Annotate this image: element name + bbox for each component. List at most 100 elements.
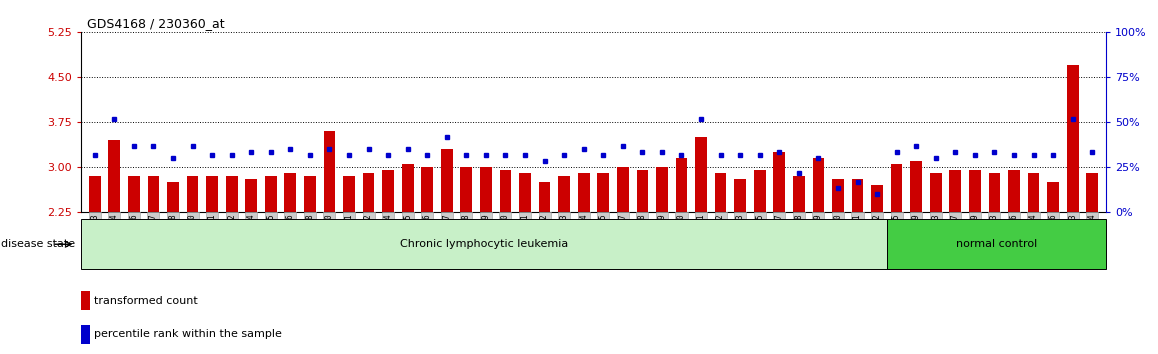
Bar <box>950 170 961 212</box>
Bar <box>989 173 1001 212</box>
Bar <box>1086 173 1098 212</box>
Bar <box>538 182 550 212</box>
Text: GSM559449: GSM559449 <box>970 213 980 255</box>
Bar <box>186 176 198 212</box>
Text: GSM559473: GSM559473 <box>735 213 745 255</box>
Bar <box>617 167 629 212</box>
Bar <box>362 173 374 212</box>
Bar <box>695 137 706 212</box>
Bar <box>637 170 648 212</box>
Text: GSM559443: GSM559443 <box>931 213 940 255</box>
Bar <box>129 176 140 212</box>
Text: GSM559453: GSM559453 <box>990 213 999 255</box>
Text: GSM559455: GSM559455 <box>403 213 412 255</box>
Bar <box>206 176 218 212</box>
Bar <box>734 179 746 212</box>
Bar <box>265 176 277 212</box>
Bar <box>969 170 981 212</box>
Text: GDS4168 / 230360_at: GDS4168 / 230360_at <box>87 17 225 30</box>
Text: percentile rank within the sample: percentile rank within the sample <box>94 329 283 339</box>
Text: GSM559475: GSM559475 <box>755 213 764 255</box>
Bar <box>1047 182 1058 212</box>
Bar <box>930 173 941 212</box>
Bar <box>167 182 178 212</box>
Bar <box>481 167 492 212</box>
Text: GSM559454: GSM559454 <box>383 213 393 255</box>
Text: GSM559480: GSM559480 <box>834 213 843 255</box>
Bar <box>714 173 726 212</box>
Bar <box>774 152 785 212</box>
Bar <box>81 325 90 344</box>
Text: GSM559444: GSM559444 <box>247 213 256 255</box>
Text: GSM559445: GSM559445 <box>266 213 276 255</box>
Bar <box>1009 170 1020 212</box>
Bar <box>402 164 413 212</box>
Text: GSM559456: GSM559456 <box>423 213 432 255</box>
Bar <box>891 164 902 212</box>
Bar <box>578 173 589 212</box>
Bar <box>675 158 688 212</box>
Text: GSM559459: GSM559459 <box>482 213 490 255</box>
Bar <box>813 158 824 212</box>
Bar <box>833 179 844 212</box>
Text: GSM559462: GSM559462 <box>540 213 549 255</box>
Bar <box>887 219 1106 269</box>
Text: GSM559465: GSM559465 <box>599 213 608 255</box>
Text: GSM559460: GSM559460 <box>501 213 510 255</box>
Text: GSM559457: GSM559457 <box>442 213 452 255</box>
Text: GSM559461: GSM559461 <box>521 213 529 255</box>
Text: GSM559436: GSM559436 <box>130 213 138 255</box>
Bar <box>461 167 472 212</box>
Text: GSM559468: GSM559468 <box>638 213 647 255</box>
Text: GSM559437: GSM559437 <box>149 213 157 255</box>
Bar <box>343 176 354 212</box>
Bar <box>323 131 336 212</box>
Text: GSM559438: GSM559438 <box>168 213 177 255</box>
Text: GSM559447: GSM559447 <box>951 213 960 255</box>
Text: GSM559476: GSM559476 <box>1049 213 1057 255</box>
Bar <box>1027 173 1040 212</box>
Bar <box>793 176 805 212</box>
Text: GSM559433: GSM559433 <box>90 213 100 255</box>
Bar <box>558 176 570 212</box>
Text: Chronic lymphocytic leukemia: Chronic lymphocytic leukemia <box>400 239 569 249</box>
Bar <box>109 140 120 212</box>
Text: transformed count: transformed count <box>94 296 198 306</box>
Text: GSM559450: GSM559450 <box>325 213 334 255</box>
Bar <box>226 176 237 212</box>
Text: GSM559466: GSM559466 <box>1010 213 1019 255</box>
Bar <box>871 185 882 212</box>
Text: GSM559452: GSM559452 <box>364 213 373 255</box>
Text: GSM559470: GSM559470 <box>677 213 686 255</box>
Text: GSM559434: GSM559434 <box>110 213 119 255</box>
Bar <box>851 179 864 212</box>
Text: GSM559474: GSM559474 <box>1029 213 1038 255</box>
Text: GSM559483: GSM559483 <box>1068 213 1077 255</box>
Text: GSM559482: GSM559482 <box>873 213 881 255</box>
Text: GSM559435: GSM559435 <box>892 213 901 255</box>
Text: GSM559442: GSM559442 <box>227 213 236 255</box>
Text: GSM559477: GSM559477 <box>775 213 784 255</box>
Bar <box>754 170 765 212</box>
Bar <box>499 170 512 212</box>
Bar <box>305 176 316 212</box>
Text: GSM559464: GSM559464 <box>579 213 588 255</box>
Bar <box>1067 65 1078 212</box>
Bar <box>598 173 609 212</box>
Bar <box>147 176 160 212</box>
Text: GSM559472: GSM559472 <box>716 213 725 255</box>
Text: GSM559440: GSM559440 <box>188 213 197 255</box>
Bar <box>422 167 433 212</box>
Text: GSM559479: GSM559479 <box>814 213 823 255</box>
Text: GSM559467: GSM559467 <box>618 213 628 255</box>
Text: GSM559463: GSM559463 <box>559 213 569 255</box>
Bar <box>285 173 296 212</box>
Text: GSM559458: GSM559458 <box>462 213 471 255</box>
Text: GSM559481: GSM559481 <box>853 213 862 255</box>
Bar <box>245 179 257 212</box>
Text: GSM559471: GSM559471 <box>697 213 705 255</box>
Text: GSM559446: GSM559446 <box>286 213 295 255</box>
Bar <box>657 167 668 212</box>
Bar <box>910 161 922 212</box>
Text: GSM559439: GSM559439 <box>911 213 921 255</box>
